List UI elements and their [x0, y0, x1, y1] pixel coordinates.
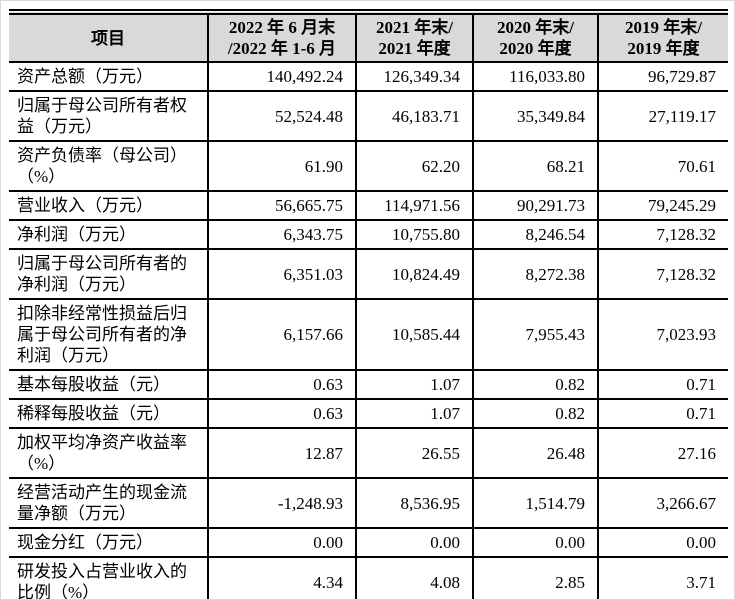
table-row: 基本每股收益（元） 0.63 1.07 0.82 0.71	[9, 369, 728, 400]
row-label: 现金分红（万元）	[9, 527, 209, 558]
financial-summary-table: 项目 2022 年 6 月末 /2022 年 1-6 月 2021 年末/ 20…	[9, 9, 728, 599]
row-label: 归属于母公司所有者权 益（万元）	[9, 90, 209, 142]
header-item-column: 项目	[9, 11, 209, 63]
row-label: 经营活动产生的现金流 量净额（万元）	[9, 477, 209, 529]
value-cell: 3.71	[597, 556, 728, 599]
value-cell: 126,349.34	[355, 61, 474, 92]
row-label: 扣除非经常性损益后归 属于母公司所有者的净 利润（万元）	[9, 298, 209, 371]
header-period-2019: 2019 年末/ 2019 年度	[597, 11, 728, 63]
value-cell: 4.34	[207, 556, 357, 599]
table-body: 资产总额（万元） 140,492.24 126,349.34 116,033.80 96…	[9, 61, 728, 599]
value-cell: 0.71	[597, 369, 728, 400]
row-label: 资产总额（万元）	[9, 61, 209, 92]
value-cell: 0.00	[355, 527, 474, 558]
value-cell: 26.55	[355, 427, 474, 479]
value-cell: 12.87	[207, 427, 357, 479]
row-label: 基本每股收益（元）	[9, 369, 209, 400]
value-cell: 96,729.87	[597, 61, 728, 92]
value-cell: 0.71	[597, 398, 728, 429]
value-cell: 0.00	[472, 527, 599, 558]
value-cell: 0.63	[207, 369, 357, 400]
value-cell: 3,266.67	[597, 477, 728, 529]
table-row: 经营活动产生的现金流 量净额（万元） -1,248.93 8,536.95 1,514…	[9, 477, 728, 529]
row-label: 营业收入（万元）	[9, 190, 209, 221]
value-cell: 7,128.32	[597, 248, 728, 300]
table-row: 研发投入占营业收入的 比例（%） 4.34 4.08 2.85 3.71	[9, 556, 728, 599]
value-cell: 46,183.71	[355, 90, 474, 142]
value-cell: 90,291.73	[472, 190, 599, 221]
value-cell: 2.85	[472, 556, 599, 599]
value-cell: 6,351.03	[207, 248, 357, 300]
value-cell: 26.48	[472, 427, 599, 479]
value-cell: 62.20	[355, 140, 474, 192]
value-cell: 4.08	[355, 556, 474, 599]
value-cell: 27,119.17	[597, 90, 728, 142]
value-cell: 1.07	[355, 369, 474, 400]
value-cell: 7,128.32	[597, 219, 728, 250]
value-cell: 52,524.48	[207, 90, 357, 142]
value-cell: 79,245.29	[597, 190, 728, 221]
value-cell: 114,971.56	[355, 190, 474, 221]
value-cell: 6,343.75	[207, 219, 357, 250]
value-cell: 140,492.24	[207, 61, 357, 92]
table-row: 归属于母公司所有者权 益（万元） 52,524.48 46,183.71 35,349…	[9, 90, 728, 142]
value-cell: 0.00	[597, 527, 728, 558]
row-label: 加权平均净资产收益率 （%）	[9, 427, 209, 479]
row-label: 归属于母公司所有者的 净利润（万元）	[9, 248, 209, 300]
value-cell: 8,272.38	[472, 248, 599, 300]
value-cell: -1,248.93	[207, 477, 357, 529]
header-period-2021: 2021 年末/ 2021 年度	[355, 11, 474, 63]
value-cell: 1,514.79	[472, 477, 599, 529]
table-row: 净利润（万元） 6,343.75 10,755.80 8,246.54 7,128.32	[9, 219, 728, 250]
value-cell: 7,023.93	[597, 298, 728, 371]
table-row: 营业收入（万元） 56,665.75 114,971.56 90,291.73 79,2…	[9, 190, 728, 221]
table-row: 资产负债率（母公司） （%） 61.90 62.20 68.21 70.61	[9, 140, 728, 192]
row-label: 稀释每股收益（元）	[9, 398, 209, 429]
value-cell: 70.61	[597, 140, 728, 192]
row-label: 研发投入占营业收入的 比例（%）	[9, 556, 209, 599]
value-cell: 61.90	[207, 140, 357, 192]
value-cell: 7,955.43	[472, 298, 599, 371]
value-cell: 1.07	[355, 398, 474, 429]
value-cell: 0.82	[472, 369, 599, 400]
table-header: 项目 2022 年 6 月末 /2022 年 1-6 月 2021 年末/ 20…	[9, 11, 728, 63]
row-label: 资产负债率（母公司） （%）	[9, 140, 209, 192]
table-row: 现金分红（万元） 0.00 0.00 0.00 0.00	[9, 527, 728, 558]
value-cell: 35,349.84	[472, 90, 599, 142]
value-cell: 0.82	[472, 398, 599, 429]
value-cell: 10,755.80	[355, 219, 474, 250]
header-period-2020: 2020 年末/ 2020 年度	[472, 11, 599, 63]
value-cell: 0.63	[207, 398, 357, 429]
value-cell: 68.21	[472, 140, 599, 192]
header-row: 项目 2022 年 6 月末 /2022 年 1-6 月 2021 年末/ 20…	[9, 11, 728, 63]
row-label: 净利润（万元）	[9, 219, 209, 250]
table-row: 归属于母公司所有者的 净利润（万元） 6,351.03 10,824.49 8,272…	[9, 248, 728, 300]
value-cell: 10,585.44	[355, 298, 474, 371]
value-cell: 116,033.80	[472, 61, 599, 92]
table-row: 扣除非经常性损益后归 属于母公司所有者的净 利润（万元） 6,157.66 10,5…	[9, 298, 728, 371]
table-row: 稀释每股收益（元） 0.63 1.07 0.82 0.71	[9, 398, 728, 429]
value-cell: 8,246.54	[472, 219, 599, 250]
table-row: 加权平均净资产收益率 （%） 12.87 26.55 26.48 27.16	[9, 427, 728, 479]
header-period-2022: 2022 年 6 月末 /2022 年 1-6 月	[207, 11, 357, 63]
value-cell: 8,536.95	[355, 477, 474, 529]
value-cell: 6,157.66	[207, 298, 357, 371]
value-cell: 0.00	[207, 527, 357, 558]
value-cell: 10,824.49	[355, 248, 474, 300]
table-row: 资产总额（万元） 140,492.24 126,349.34 116,033.80 96…	[9, 61, 728, 92]
value-cell: 27.16	[597, 427, 728, 479]
value-cell: 56,665.75	[207, 190, 357, 221]
